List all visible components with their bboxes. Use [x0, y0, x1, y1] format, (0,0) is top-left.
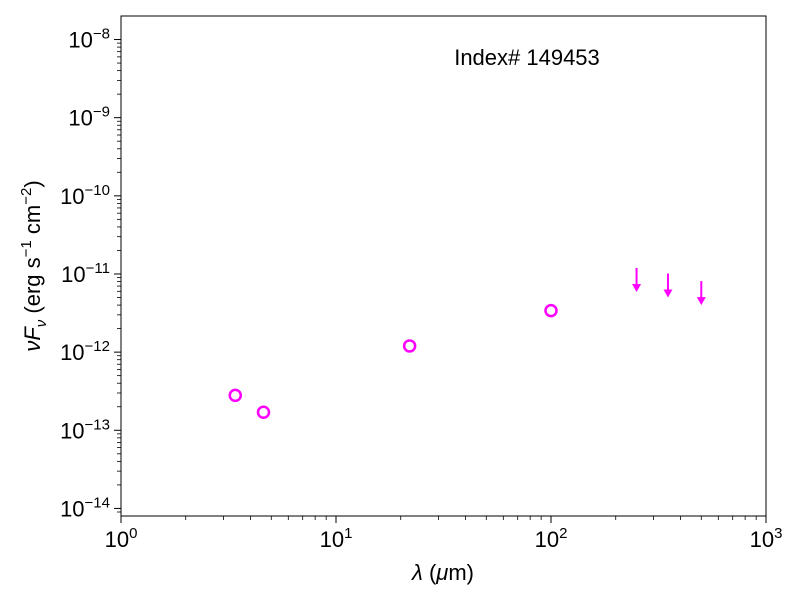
minor-ticks	[117, 42, 757, 520]
y-tick-label: 10−9	[68, 104, 110, 131]
y-axis-title: νFν (erg s−1 cm−2)	[18, 180, 50, 351]
x-axis-title: λ (μm)	[411, 560, 474, 585]
y-tick-label: 10−12	[60, 338, 110, 365]
y-tick-label: 10−14	[60, 494, 110, 521]
y-tick-labels: 10−14 10−13 10−12 10−11 10−10 10−9 10−8	[60, 26, 110, 522]
x-tick-label: 101	[320, 525, 353, 552]
data-point-circle	[228, 388, 243, 403]
data-markers	[228, 267, 706, 420]
x-tick-labels: 100 101 102 103	[105, 525, 783, 552]
data-point-circle	[402, 339, 417, 353]
data-point-circle	[544, 303, 558, 318]
chart-annotation: Index# 149453	[454, 45, 600, 70]
x-tick-label: 102	[535, 525, 568, 552]
x-tick-label: 100	[105, 525, 138, 552]
major-ticks	[114, 39, 767, 523]
data-point-circle	[256, 405, 271, 420]
x-tick-label: 103	[750, 525, 783, 552]
upper-limit-arrow	[632, 267, 642, 292]
upper-limit-arrow	[663, 273, 673, 298]
y-tick-label: 10−11	[61, 260, 110, 287]
y-tick-label: 10−10	[60, 182, 110, 209]
y-tick-label: 10−8	[68, 26, 110, 53]
plot-area-frame	[120, 15, 767, 517]
y-tick-label: 10−13	[60, 416, 110, 443]
upper-limit-arrow	[696, 281, 706, 306]
